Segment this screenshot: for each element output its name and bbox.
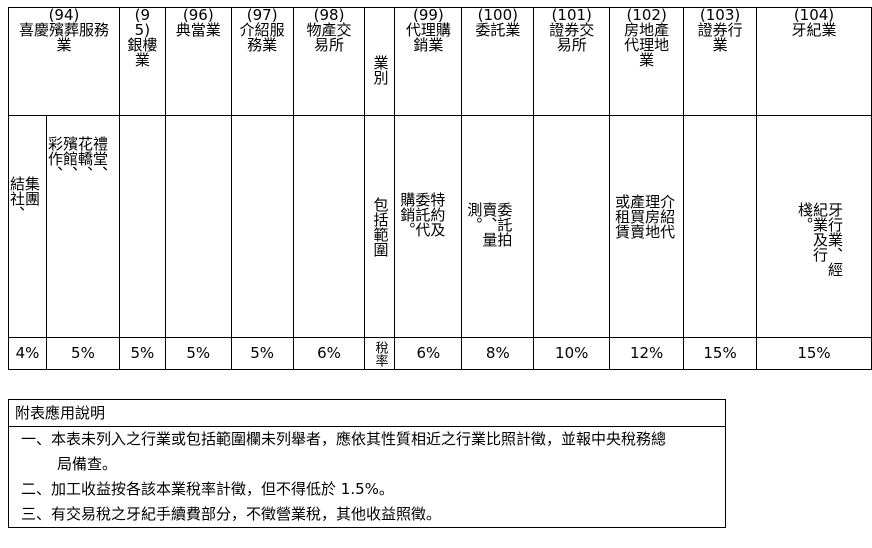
col-101-header: (101) 證券交 易所 (533, 7, 611, 116)
rate-103: 15% (683, 337, 758, 370)
rate-95: 5% (118, 337, 166, 370)
rate-96: 5% (164, 337, 232, 370)
scope-104: 牙行業、經 紀業及行 棧。 (756, 115, 872, 338)
scope-94a: 集團 結社、 (8, 115, 47, 338)
scope-94b: 禮堂、 花轎、 殯館、 彩作、 (46, 115, 120, 338)
scope-96 (164, 115, 232, 338)
scope-label: 包括範圍 (364, 115, 396, 338)
notes-items: 一、本表未列入之行業或包括範圍欄未列舉者，應依其性質相近之行業比照計徵，並報中央… (8, 426, 726, 528)
scope-97 (230, 115, 294, 338)
rate-98: 6% (292, 337, 366, 370)
rate-104: 15% (756, 337, 872, 370)
tax-rate-table: (94) 喜慶殯葬服務 業 (9 5) 銀樓 業 (96) 典當業 (97) 介… (8, 7, 872, 370)
scope-95 (118, 115, 166, 338)
note-item-3: 三、有交易稅之牙紀手續費部分，不徵營業稅，其他收益照徵。 (21, 505, 442, 523)
rate-94a: 4% (8, 337, 47, 370)
col-99-header: (99) 代理購 銷業 (394, 7, 463, 116)
industry-label: 業別 (364, 7, 396, 116)
scope-102: 介紹代 理房地 產買賣 或租賃 (609, 115, 685, 338)
rate-label: 稅率 (364, 337, 396, 370)
rate-row: 4% 5% 5% 5% 5% 6% 稅率 6% 8% 10% 12% 15% 1… (8, 337, 872, 370)
notes-title: 附表應用說明 (8, 399, 726, 427)
note-item-1-cont: 局備查。 (57, 455, 118, 473)
scope-100: 委託拍 賣、量 測。 (461, 115, 535, 338)
note-item-1: 一、本表未列入之行業或包括範圍欄未列舉者，應依其性質相近之行業比照計徵，並報中央… (21, 430, 667, 448)
rate-101: 10% (533, 337, 611, 370)
col-98-header: (98) 物產交 易所 (292, 7, 366, 116)
rate-102: 12% (609, 337, 685, 370)
rate-100: 8% (461, 337, 535, 370)
col-104-header: (104) 牙紀業 (756, 7, 872, 116)
col-94-header: (94) 喜慶殯葬服務 業 (8, 7, 120, 116)
col-103-header: (103) 證券行 業 (683, 7, 758, 116)
scope-103 (683, 115, 758, 338)
scope-101 (533, 115, 611, 338)
col-97-header: (97) 介紹服 務業 (230, 7, 294, 116)
col-96-header: (96) 典當業 (164, 7, 232, 116)
rate-94b: 5% (45, 337, 120, 370)
col-102-header: (102) 房地產 代理地 業 (609, 7, 685, 116)
note-item-2: 二、加工收益按各該本業稅率計徵，但不得低於 1.5%。 (21, 480, 394, 498)
notes-box: 附表應用說明 一、本表未列入之行業或包括範圍欄未列舉者，應依其性質相近之行業比照… (8, 399, 726, 528)
col-100-header: (100) 委託業 (461, 7, 535, 116)
scope-98 (292, 115, 366, 338)
scope-99: 特約及 委託代 購銷。 (394, 115, 463, 338)
header-row: (94) 喜慶殯葬服務 業 (9 5) 銀樓 業 (96) 典當業 (97) 介… (8, 7, 872, 116)
rate-99: 6% (394, 337, 463, 370)
scope-row: 集團 結社、 禮堂、 花轎、 殯館、 彩作、 包括範圍 特約及 委託代 購銷。 (8, 115, 872, 338)
rate-97: 5% (230, 337, 294, 370)
col-95-header: (9 5) 銀樓 業 (118, 7, 166, 116)
